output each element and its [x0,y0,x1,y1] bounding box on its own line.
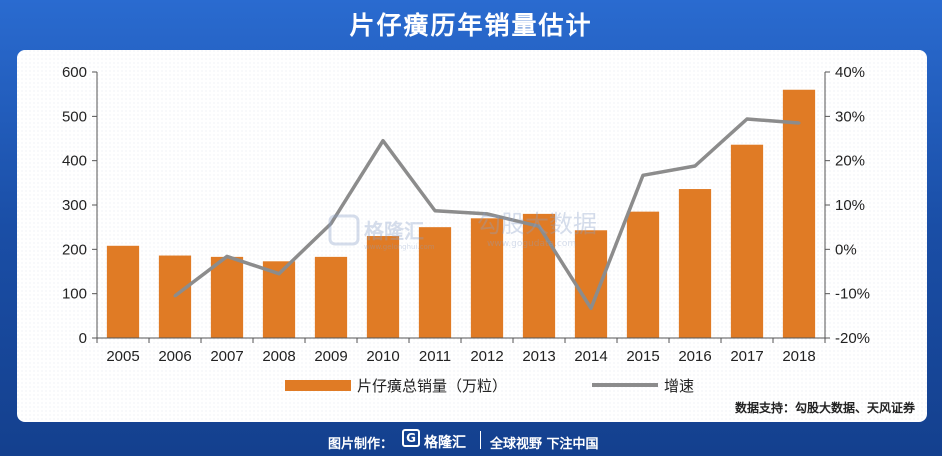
y-left-tick-label: 100 [62,286,87,303]
bar [106,245,140,338]
growth-point [745,117,749,121]
y-left-tick-label: 400 [62,153,87,170]
footer-made-by: 图片制作： [328,437,394,452]
footer: 图片制作： G 格隆汇 全球视野 下注中国 [0,425,942,456]
growth-point [381,139,385,143]
growth-point [433,209,437,213]
y-right-tick-label: 30% [835,108,865,125]
x-tick-label: 2015 [626,348,659,365]
growth-point [693,164,697,168]
y-left-tick-label: 0 [79,330,87,347]
chart-svg: 0 100 200 300 400 500 600 -20% -10% 0% 10% 20% 30% 40… [17,50,927,422]
x-tick-label: 2012 [470,348,503,365]
y-left-tick-label: 600 [62,64,87,81]
chart-card: 0 100 200 300 400 500 600 -20% -10% 0% 10% 20% 30% 40… [17,50,927,422]
x-tick-label: 2006 [158,348,191,365]
data-source: 数据支持：勾股大数据、天风证券 [734,401,915,415]
x-tick-label: 2013 [522,348,555,365]
legend-line-label: 增速 [664,377,694,395]
footer-brand: 格隆汇 [424,435,466,451]
legend-bar-swatch [285,380,351,391]
x-tick-label: 2016 [678,348,711,365]
bar [626,211,660,338]
x-tick-label: 2017 [730,348,763,365]
bar [314,256,348,338]
bar [730,144,764,338]
growth-point [641,173,645,177]
growth-point [485,212,489,216]
footer-slogan: 全球视野 下注中国 [490,437,599,452]
y-right-tick-label: 10% [835,197,865,214]
x-tick-label: 2008 [262,348,295,365]
bar [470,218,504,338]
bar [366,236,400,338]
growth-point [329,222,333,226]
y-right-tick-label: -10% [835,286,870,303]
bar [522,213,556,338]
footer-logo-icon: G [402,429,420,447]
bar [678,189,712,338]
x-tick-label: 2005 [106,348,139,365]
growth-point [277,272,281,276]
x-tick-label: 2007 [210,348,243,365]
y-left-tick-label: 500 [62,108,87,125]
x-tick-label: 2011 [419,348,451,365]
growth-point [589,306,593,310]
y-left-tick-label: 300 [62,197,87,214]
bar [782,89,816,338]
bar [418,227,452,338]
y-right-tick-label: -20% [835,330,870,347]
x-tick-label: 2009 [314,348,347,365]
chart-title: 片仔癀历年销量估计 [349,11,593,40]
y-right-tick-label: 40% [835,64,865,81]
x-tick-label: 2018 [782,348,815,365]
legend-bar-label: 片仔癀总销量（万粒） [357,377,507,395]
x-tick-label: 2014 [574,348,607,365]
growth-point [797,121,801,125]
x-tick-label: 2010 [366,348,399,365]
y-left-tick-label: 200 [62,241,87,258]
growth-point [537,224,541,228]
y-right-tick-label: 20% [835,153,865,170]
bar [210,256,244,338]
footer-divider [480,431,481,449]
y-right-tick-label: 0% [835,241,857,258]
growth-point [225,254,229,258]
growth-point [173,294,177,298]
